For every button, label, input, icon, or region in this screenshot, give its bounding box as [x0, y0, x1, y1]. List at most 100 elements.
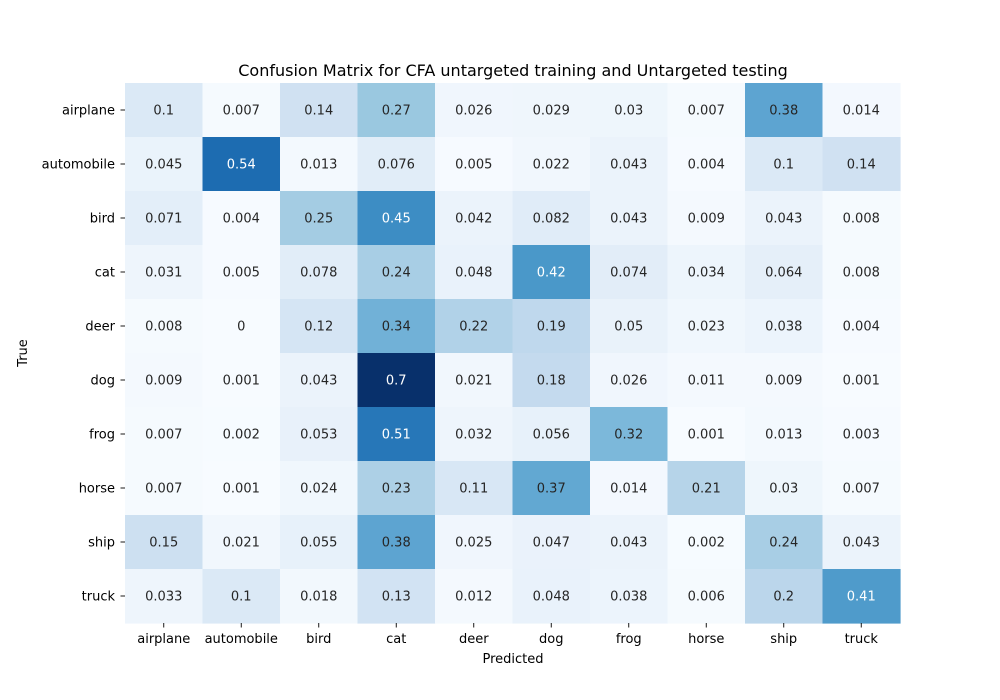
heatmap-cell [357, 83, 436, 138]
heatmap-cell [822, 569, 901, 624]
cell-value-label: 0.001 [843, 374, 880, 389]
cell-value-label: 0.045 [145, 158, 182, 173]
cell-value-label: 0.001 [223, 482, 260, 497]
heatmap-cell [280, 299, 359, 354]
cell-value-label: 0.078 [300, 266, 337, 281]
cell-value-label: 0.18 [537, 374, 566, 389]
heatmap-cell [512, 515, 591, 570]
cell-value-label: 0.038 [765, 320, 802, 335]
heatmap-cell [667, 299, 746, 354]
heatmap-cell [590, 191, 669, 246]
cell-value-label: 0.043 [610, 158, 647, 173]
heatmap-cell [125, 569, 204, 624]
heatmap-cell [822, 515, 901, 570]
cell-value-label: 0.026 [455, 104, 492, 119]
cell-value-label: 0.021 [223, 536, 260, 551]
heatmap-cell [435, 461, 514, 516]
cell-value-label: 0.033 [145, 590, 182, 605]
heatmap-cell [125, 461, 204, 516]
heatmap-cell [667, 83, 746, 138]
heatmap-cell [667, 461, 746, 516]
cell-value-label: 0.014 [610, 482, 647, 497]
cell-value-label: 0.004 [688, 158, 725, 173]
x-tick-label: bird [306, 632, 331, 647]
cell-value-label: 0.007 [688, 104, 725, 119]
cell-value-label: 0.7 [386, 374, 407, 389]
heatmap-cell [357, 407, 436, 462]
x-axis-label: Predicted [482, 652, 543, 667]
heatmap-cell [512, 245, 591, 300]
heatmap-cell [512, 407, 591, 462]
cell-value-label: 0.54 [227, 158, 256, 173]
heatmap-cell [435, 245, 514, 300]
heatmap-cell [125, 407, 204, 462]
cell-value-label: 0.11 [459, 482, 488, 497]
heatmap-cell [590, 299, 669, 354]
x-tick-label: truck [845, 632, 879, 647]
heatmap-cell [435, 407, 514, 462]
heatmap-cell [667, 353, 746, 408]
cell-value-label: 0.32 [614, 428, 643, 443]
cell-value-label: 0.21 [692, 482, 721, 497]
cell-value-label: 0.023 [688, 320, 725, 335]
heatmap-cell [202, 191, 281, 246]
cell-value-label: 0.043 [610, 212, 647, 227]
cell-value-label: 0.008 [843, 266, 880, 281]
cell-value-label: 0.002 [223, 428, 260, 443]
y-tick-label: automobile [42, 158, 115, 173]
cell-value-label: 0.12 [304, 320, 333, 335]
heatmap-cell [357, 191, 436, 246]
cell-value-label: 0.047 [533, 536, 570, 551]
heatmap-cell [202, 353, 281, 408]
heatmap-cell [822, 83, 901, 138]
heatmap-cell [512, 353, 591, 408]
heatmap-cell [357, 461, 436, 516]
heatmap-cell [667, 407, 746, 462]
heatmap-cell [357, 245, 436, 300]
x-tick-label: horse [688, 632, 724, 647]
y-tick-label: airplane [62, 104, 115, 119]
heatmap-cell [512, 83, 591, 138]
cell-value-label: 0.031 [145, 266, 182, 281]
cell-value-label: 0.004 [843, 320, 880, 335]
cell-value-label: 0.048 [533, 590, 570, 605]
cell-value-label: 0.043 [843, 536, 880, 551]
cell-value-label: 0.03 [769, 482, 798, 497]
cell-value-label: 0.029 [533, 104, 570, 119]
heatmap-cell [357, 569, 436, 624]
heatmap-cell [667, 569, 746, 624]
heatmap-cell [125, 137, 204, 192]
cell-value-label: 0.05 [614, 320, 643, 335]
cell-value-label: 0.005 [223, 266, 260, 281]
heatmap-cell [202, 569, 281, 624]
heatmap-cell [590, 407, 669, 462]
heatmap-cell [745, 407, 824, 462]
cell-value-label: 0.38 [769, 104, 798, 119]
heatmap-cell [280, 191, 359, 246]
cell-value-label: 0.13 [382, 590, 411, 605]
heatmap-cell [435, 353, 514, 408]
cell-value-label: 0.043 [765, 212, 802, 227]
heatmap-cell [745, 137, 824, 192]
x-tick-label: automobile [205, 632, 278, 647]
heatmap-cell [280, 245, 359, 300]
cell-value-label: 0.005 [455, 158, 492, 173]
heatmap-cell [590, 569, 669, 624]
heatmap-cell [202, 137, 281, 192]
heatmap-cell [280, 83, 359, 138]
cell-value-label: 0.007 [223, 104, 260, 119]
heatmap-cell [590, 245, 669, 300]
heatmap-cell [667, 515, 746, 570]
x-tick-label: ship [770, 632, 797, 647]
heatmap-cell [435, 569, 514, 624]
cell-value-label: 0.034 [688, 266, 725, 281]
heatmap-cell [280, 515, 359, 570]
cell-value-label: 0.37 [537, 482, 566, 497]
heatmap-cell [202, 299, 281, 354]
heatmap-cell [822, 137, 901, 192]
cell-value-label: 0.011 [688, 374, 725, 389]
heatmap-cell [435, 299, 514, 354]
cell-value-label: 0.082 [533, 212, 570, 227]
cell-value-label: 0.064 [765, 266, 802, 281]
heatmap-cell [202, 83, 281, 138]
